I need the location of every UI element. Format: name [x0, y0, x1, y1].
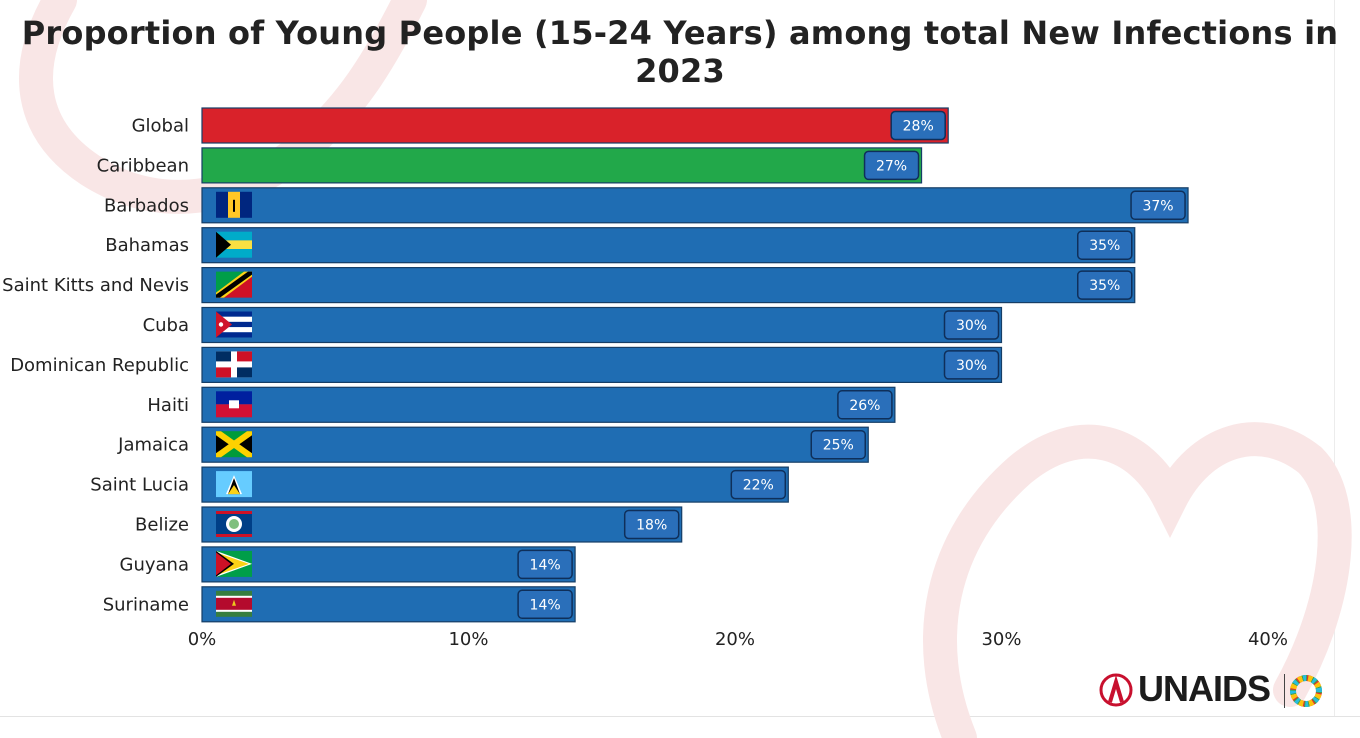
- x-tick-label: 20%: [715, 629, 755, 650]
- value-label-box: [1077, 230, 1133, 260]
- value-label: 28%: [903, 119, 934, 135]
- value-label-box: [730, 469, 787, 500]
- value-label-box: [943, 350, 1000, 380]
- value-label: 35%: [1089, 278, 1120, 294]
- category-label: Dominican Republic: [10, 355, 189, 376]
- bar-bahamas: [201, 227, 1136, 264]
- category-label: Saint Kitts and Nevis: [2, 275, 189, 296]
- jamaica-flag-icon: [216, 431, 252, 458]
- value-label-box: [943, 310, 1000, 340]
- cuba-flag-icon: [216, 311, 252, 338]
- bar-belize: [201, 506, 683, 543]
- bahamas-flag-icon: [216, 231, 252, 258]
- saint-lucia-flag-icon: [216, 471, 252, 498]
- category-label: Belize: [135, 515, 189, 536]
- value-label: 37%: [1142, 198, 1173, 214]
- category-label: Global: [132, 116, 189, 137]
- value-label-box: [890, 110, 946, 141]
- value-label-box: [517, 589, 573, 620]
- category-label: Haiti: [147, 395, 189, 416]
- border-right: [1334, 0, 1335, 716]
- chart-title: Proportion of Young People (15-24 Years)…: [21, 14, 1339, 90]
- value-label: 14%: [530, 597, 561, 613]
- value-label: 14%: [530, 557, 561, 573]
- category-label: Suriname: [103, 594, 189, 615]
- category-label: Saint Lucia: [90, 475, 189, 496]
- suriname-flag-icon: [216, 590, 252, 617]
- guyana-flag-icon: [216, 550, 252, 577]
- value-label-box: [1130, 190, 1186, 221]
- haiti-flag-icon: [216, 391, 252, 418]
- x-tick-label: 10%: [448, 629, 488, 650]
- barbados-flag-icon: [216, 191, 252, 218]
- value-label: 30%: [956, 318, 987, 334]
- category-label: Bahamas: [105, 235, 189, 256]
- category-label: Barbados: [104, 195, 189, 216]
- value-label: 35%: [1089, 238, 1120, 254]
- ribbon-top-left-icon: [19, 0, 427, 214]
- value-label-box: [810, 429, 866, 460]
- bar-dominican-republic: [201, 346, 1003, 383]
- bar-haiti: [201, 386, 896, 423]
- value-label-box: [1077, 270, 1133, 300]
- category-label: Caribbean: [97, 155, 189, 176]
- bar-jamaica: [201, 426, 869, 463]
- value-label: 22%: [743, 478, 774, 494]
- value-label-box: [623, 509, 680, 540]
- x-tick-label: 30%: [981, 629, 1021, 650]
- belize-flag-icon: [216, 511, 252, 537]
- ribbon-bottom-right-icon: [923, 422, 1352, 738]
- value-label: 18%: [636, 518, 667, 534]
- value-label-box: [517, 549, 573, 580]
- value-label-box: [863, 150, 920, 181]
- bar-barbados: [201, 187, 1189, 224]
- category-label: Jamaica: [117, 435, 189, 456]
- bar-caribbean: [201, 147, 923, 184]
- bar-saint-lucia: [201, 466, 789, 503]
- unaids-emblem-icon: [1099, 673, 1133, 707]
- x-tick-label: 0%: [188, 629, 217, 650]
- bar-guyana: [201, 546, 576, 583]
- category-label: Cuba: [143, 315, 189, 336]
- bar-global: [201, 107, 949, 144]
- category-label: Guyana: [120, 554, 189, 575]
- bar-suriname: [201, 586, 576, 623]
- value-label: 26%: [849, 398, 880, 414]
- sdg-wheel-icon: [1284, 674, 1322, 708]
- value-label: 30%: [956, 358, 987, 374]
- unaids-logo: UNAIDS: [1098, 668, 1328, 712]
- dominican-republic-flag-icon: [216, 351, 252, 378]
- bar-saint-kitts-and-nevis: [201, 267, 1136, 304]
- saint-kitts-and-nevis-flag-icon: [216, 271, 252, 298]
- logo-text: UNAIDS: [1138, 668, 1271, 709]
- value-label-box: [837, 390, 893, 420]
- x-tick-label: 40%: [1248, 629, 1288, 650]
- value-label: 25%: [823, 438, 854, 454]
- bar-cuba: [201, 306, 1003, 344]
- border-bottom: [0, 716, 1360, 717]
- value-label: 27%: [876, 158, 907, 174]
